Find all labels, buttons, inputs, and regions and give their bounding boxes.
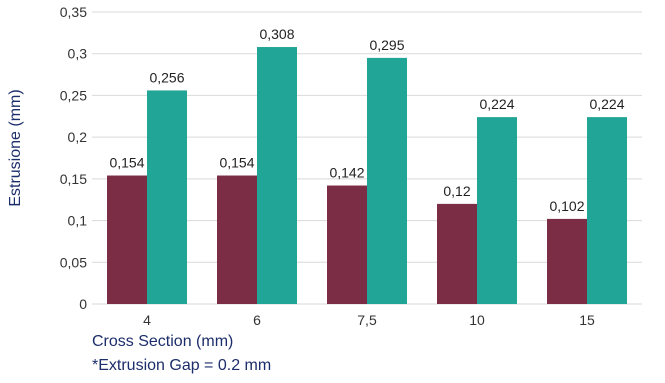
y-tick-label: 0,25 (60, 87, 87, 103)
data-labels: 0,154 0,256 0,154 0,308 0,142 0,295 0,12 0,224 0… (109, 26, 624, 214)
data-label: 0,224 (479, 96, 514, 112)
data-label: 0,12 (443, 183, 470, 199)
footnote: *Extrusion Gap = 0.2 mm (92, 357, 272, 374)
bar-series2 (477, 117, 517, 305)
y-tick-label: 0,35 (60, 4, 87, 20)
bar-series1 (217, 175, 257, 304)
y-axis-title: Estrusione (mm) (7, 89, 24, 206)
y-tick-label: 0,2 (68, 129, 88, 145)
bar-series2 (147, 90, 187, 305)
data-label: 0,256 (149, 69, 184, 85)
y-tick-label: 0 (79, 296, 87, 312)
bar-series2 (257, 47, 297, 304)
x-tick-label: 10 (469, 312, 485, 328)
x-tick-label: 6 (253, 312, 261, 328)
y-tick-label: 0,15 (60, 171, 87, 187)
bar-series1 (547, 218, 587, 304)
ticks: 0 0,05 0,1 0,15 0,2 0,25 0,3 0,35 4 6 7,5 10 15 (60, 4, 595, 328)
x-tick-label: 7,5 (357, 312, 377, 328)
y-tick-label: 0,3 (68, 46, 88, 62)
bar-series2 (587, 117, 627, 305)
x-axis-title: Cross Section (mm) (92, 333, 234, 350)
bar-series1 (107, 175, 147, 304)
y-tick-label: 0,05 (60, 254, 87, 270)
y-tick-label: 0,1 (68, 213, 88, 229)
data-label: 0,295 (369, 37, 404, 53)
data-label: 0,224 (589, 96, 624, 112)
data-label: 0,142 (329, 165, 364, 181)
bar-series2 (367, 57, 407, 305)
x-tick-label: 4 (143, 312, 151, 328)
bar-series1 (327, 185, 367, 304)
data-label: 0,154 (219, 155, 254, 171)
bar-series1 (437, 203, 477, 304)
bars (107, 47, 627, 305)
data-label: 0,308 (259, 26, 294, 42)
data-label: 0,102 (549, 198, 584, 214)
x-tick-label: 15 (579, 312, 595, 328)
data-label: 0,154 (109, 155, 144, 171)
